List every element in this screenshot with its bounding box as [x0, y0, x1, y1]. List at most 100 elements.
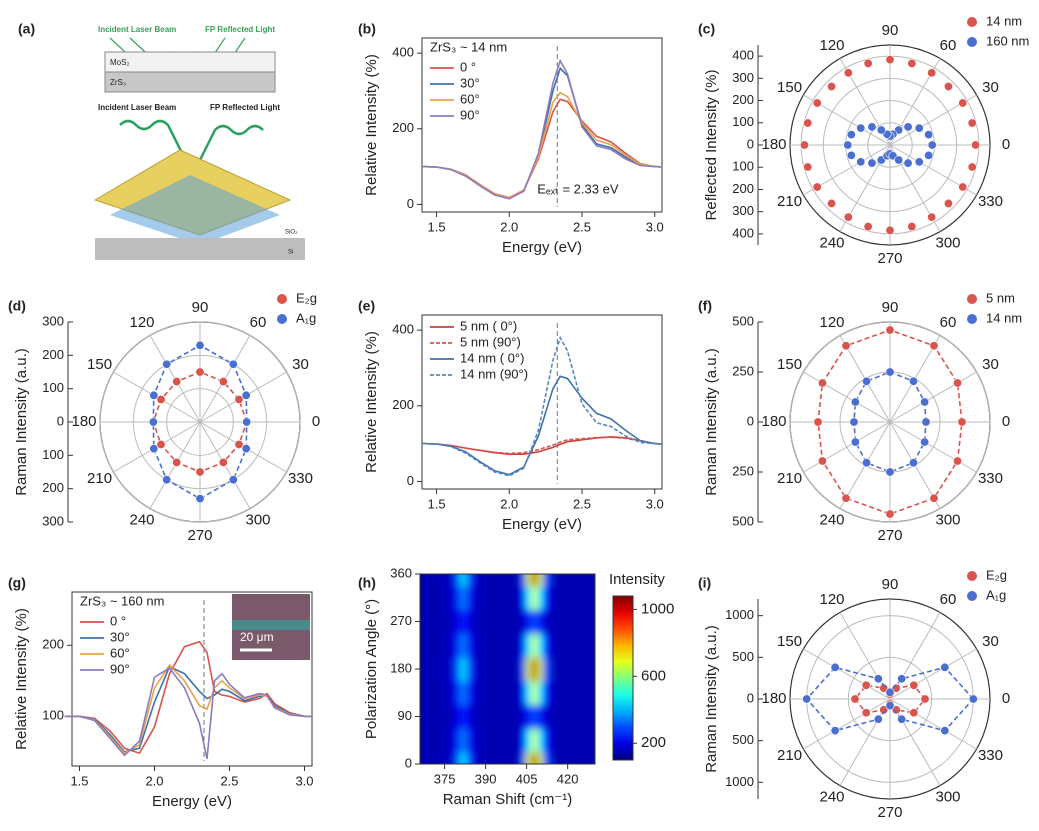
data-point	[843, 140, 853, 150]
data-point	[920, 397, 930, 407]
grid-spoke	[803, 648, 891, 700]
heatmap-cell	[583, 656, 595, 682]
legend-label: 5 nm ( 0°)	[460, 318, 517, 333]
data-point	[827, 198, 837, 208]
heatmap-cell	[550, 727, 563, 753]
plot-frame	[421, 37, 663, 213]
y-axis-label: Relative Intensity (%)	[363, 54, 380, 196]
radial-tick-label: 100	[42, 380, 64, 395]
data-point	[861, 680, 871, 690]
angle-label: 90	[882, 299, 899, 316]
y-tick-label: 0	[405, 755, 412, 770]
grid-spoke	[803, 421, 891, 473]
data-point	[148, 417, 158, 427]
heatmap-cell	[424, 751, 437, 764]
radial-tick-label: 400	[732, 48, 754, 63]
annotation: Eₑₓₜ = 2.33 eV	[537, 181, 619, 196]
legend-label: 160 nm	[986, 33, 1029, 48]
heatmap-cell	[455, 751, 462, 764]
heatmap-cell	[542, 632, 552, 658]
data-point	[943, 82, 953, 92]
heatmap-cell	[455, 632, 462, 658]
heatmap-cell	[460, 704, 467, 729]
heatmap-cell	[455, 585, 462, 611]
x-axis-label: Raman Shift (cm⁻¹)	[443, 791, 573, 808]
heatmap-cell	[471, 751, 481, 764]
heatmap-cell	[465, 727, 473, 753]
inset-image	[232, 620, 310, 630]
data-point	[218, 377, 228, 387]
heatmap-cell	[490, 751, 503, 764]
heatmap-cell	[424, 574, 437, 587]
heatmap-cell	[531, 574, 539, 587]
heatmap-cell	[561, 656, 574, 682]
panel-label: (c)	[698, 21, 715, 37]
data-point	[849, 417, 859, 427]
data-point	[861, 458, 871, 468]
y-tick-label: 100	[42, 708, 64, 723]
angle-label: 270	[877, 250, 902, 267]
data-point	[894, 155, 904, 165]
radial-tick-label: 200	[42, 347, 64, 362]
heatmap-cell	[550, 680, 563, 706]
data-point	[885, 55, 895, 65]
heatmap-cell	[501, 585, 514, 611]
data-point	[234, 394, 244, 404]
annotation: ZrS₃ ~ 160 nm	[80, 593, 164, 608]
grid-spoke	[889, 371, 977, 423]
heatmap-cell	[479, 656, 492, 682]
heatmap-cell	[446, 632, 457, 658]
heatmap-cell	[531, 704, 539, 729]
data-point	[927, 68, 937, 78]
data-point	[873, 674, 883, 684]
data-point	[172, 457, 182, 467]
data-point	[861, 376, 871, 386]
y-tick-label: 360	[390, 565, 412, 580]
x-tick-label: 3.0	[646, 496, 664, 511]
legend-label: 60°	[110, 645, 130, 660]
x-tick-label: 3.0	[295, 773, 313, 788]
data-point	[241, 444, 251, 454]
x-tick-label: 375	[434, 771, 456, 786]
x-tick-label: 3.0	[646, 219, 664, 234]
heatmap-cell	[479, 585, 492, 611]
heatmap-cell	[572, 680, 585, 706]
heatmap-cell	[550, 609, 563, 634]
heatmap-cell	[420, 704, 426, 729]
data-point	[863, 222, 873, 232]
heatmap-cell	[420, 751, 426, 764]
y-axis-label: Raman Intensity (a.u.)	[703, 625, 720, 773]
heatmap-cell	[420, 727, 426, 753]
heatmap-cell	[465, 632, 473, 658]
data-point	[908, 376, 918, 386]
legend-label: 60°	[460, 91, 480, 106]
data-point	[149, 390, 159, 400]
data-point	[967, 118, 977, 128]
angle-label: 60	[940, 314, 957, 331]
angle-label: 330	[978, 470, 1003, 487]
heatmap-cell	[572, 574, 585, 587]
heatmap-cell	[537, 574, 544, 587]
legend-label: 30°	[110, 629, 130, 644]
substrate-label: Si	[288, 250, 293, 256]
series-line	[421, 335, 663, 477]
grid-spoke	[803, 698, 891, 750]
data-point	[909, 708, 919, 718]
heatmap-cell	[537, 751, 544, 764]
heatmap-cell	[561, 680, 574, 706]
heatmap-cell	[583, 585, 595, 611]
data-point	[812, 98, 822, 108]
heatmap-cell	[550, 632, 563, 658]
legend-label: 14 nm	[986, 310, 1022, 325]
radial-tick-label: 300	[732, 203, 754, 218]
angle-label: 30	[982, 79, 999, 96]
legend-swatch	[967, 571, 977, 581]
heatmap-cell	[526, 704, 533, 729]
data-point	[850, 397, 860, 407]
heatmap-cell	[446, 704, 457, 729]
radial-tick-label: 100	[732, 159, 754, 174]
heatmap-cell	[512, 727, 522, 753]
panel-label: (f)	[698, 298, 712, 314]
angle-label: 240	[819, 235, 844, 252]
legend-label: 5 nm (90°)	[460, 334, 521, 349]
